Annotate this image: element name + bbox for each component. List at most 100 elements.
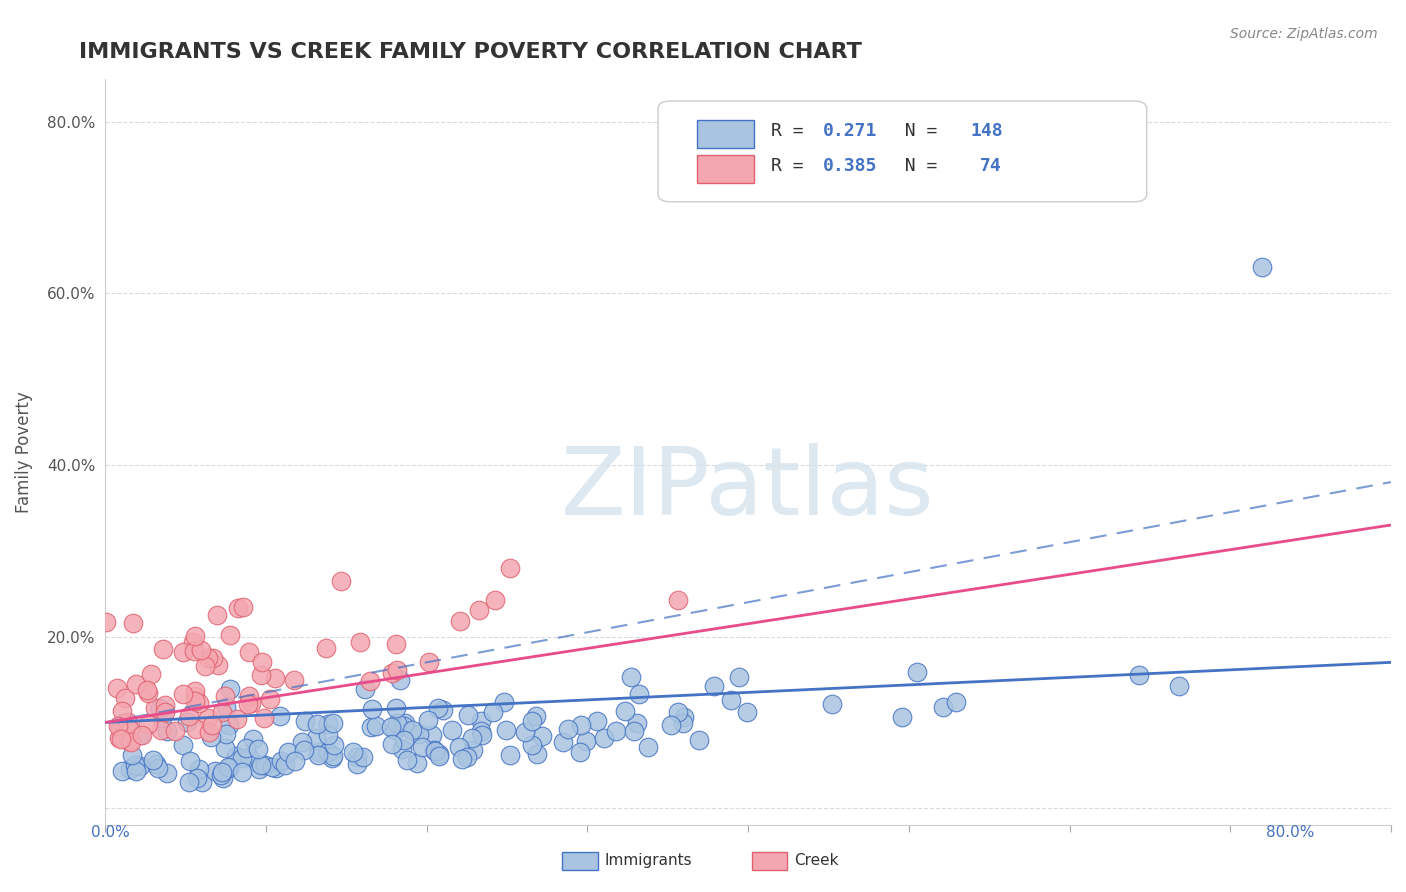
Point (891, 710, 914, 724)
Point (499, 560, 522, 574)
Point (524, 708, 547, 723)
Point (238, 689, 260, 703)
Point (122, 615, 145, 630)
Point (945, 695, 967, 709)
Point (605, 723, 627, 738)
Point (359, 673, 381, 688)
Point (627, 687, 650, 701)
Point (186, 771, 208, 785)
Point (392, 732, 415, 747)
Point (316, 728, 339, 742)
Text: Source: ZipAtlas.com: Source: ZipAtlas.com (1230, 27, 1378, 41)
Point (304, 731, 326, 745)
Point (392, 718, 415, 732)
Point (396, 753, 419, 767)
Point (217, 760, 239, 774)
Point (557, 722, 579, 736)
Point (136, 685, 159, 699)
Point (179, 709, 201, 723)
Point (214, 740, 236, 755)
Point (411, 739, 433, 754)
Point (551, 735, 574, 749)
Point (294, 743, 316, 757)
Point (688, 733, 710, 747)
Point (277, 745, 299, 759)
Text: 0.271: 0.271 (823, 122, 877, 140)
Text: N =: N = (883, 157, 948, 175)
Point (238, 645, 260, 659)
Point (215, 727, 238, 741)
Point (249, 668, 271, 682)
Point (264, 671, 287, 685)
Point (471, 728, 494, 742)
Point (153, 706, 176, 720)
Point (449, 615, 471, 629)
Bar (696, 155, 755, 183)
Point (188, 697, 211, 711)
Point (181, 635, 204, 649)
Point (932, 700, 955, 714)
Point (522, 714, 544, 729)
Point (125, 764, 148, 778)
Point (129, 758, 152, 772)
Point (110, 731, 132, 746)
Point (205, 607, 228, 622)
Point (307, 716, 329, 731)
Point (1167, 679, 1189, 693)
Point (211, 706, 233, 720)
Point (114, 691, 136, 706)
Point (671, 716, 693, 731)
Point (142, 753, 165, 767)
Point (232, 600, 254, 615)
Point (111, 705, 134, 719)
Point (214, 689, 236, 703)
Point (720, 693, 742, 707)
Point (626, 716, 648, 731)
Point (520, 738, 543, 752)
Point (148, 760, 170, 774)
Text: IMMIGRANTS VS CREEK FAMILY POVERTY CORRELATION CHART: IMMIGRANTS VS CREEK FAMILY POVERTY CORRE… (79, 42, 862, 62)
Point (361, 701, 384, 715)
Point (575, 734, 598, 748)
Point (666, 592, 689, 607)
Point (105, 681, 128, 696)
Point (499, 747, 522, 762)
Point (360, 720, 382, 734)
Point (352, 750, 374, 764)
Point (125, 677, 148, 691)
Text: 80.0%: 80.0% (1267, 825, 1315, 839)
Point (1128, 667, 1150, 681)
Point (494, 695, 516, 709)
Text: R =: R = (772, 157, 814, 175)
Point (184, 684, 207, 698)
Point (308, 746, 330, 760)
Point (381, 665, 404, 680)
Point (673, 710, 696, 724)
Point (118, 733, 141, 747)
Point (197, 711, 219, 725)
Text: ZIPatlas: ZIPatlas (561, 443, 935, 535)
Point (468, 603, 491, 617)
Point (659, 717, 682, 731)
Point (238, 750, 260, 764)
Point (149, 723, 172, 738)
Point (141, 667, 163, 681)
Point (121, 747, 143, 762)
Point (423, 743, 446, 757)
Point (231, 750, 253, 764)
Point (391, 741, 413, 756)
Point (202, 650, 225, 665)
Text: 0.385: 0.385 (823, 157, 877, 175)
Point (620, 670, 643, 684)
Point (470, 714, 492, 729)
Point (322, 749, 344, 764)
Point (389, 673, 412, 687)
Point (253, 711, 276, 725)
Point (259, 692, 281, 706)
Point (316, 717, 339, 731)
Point (269, 708, 291, 723)
Point (107, 719, 129, 733)
Point (457, 708, 479, 723)
Point (118, 723, 141, 738)
Point (905, 665, 928, 679)
